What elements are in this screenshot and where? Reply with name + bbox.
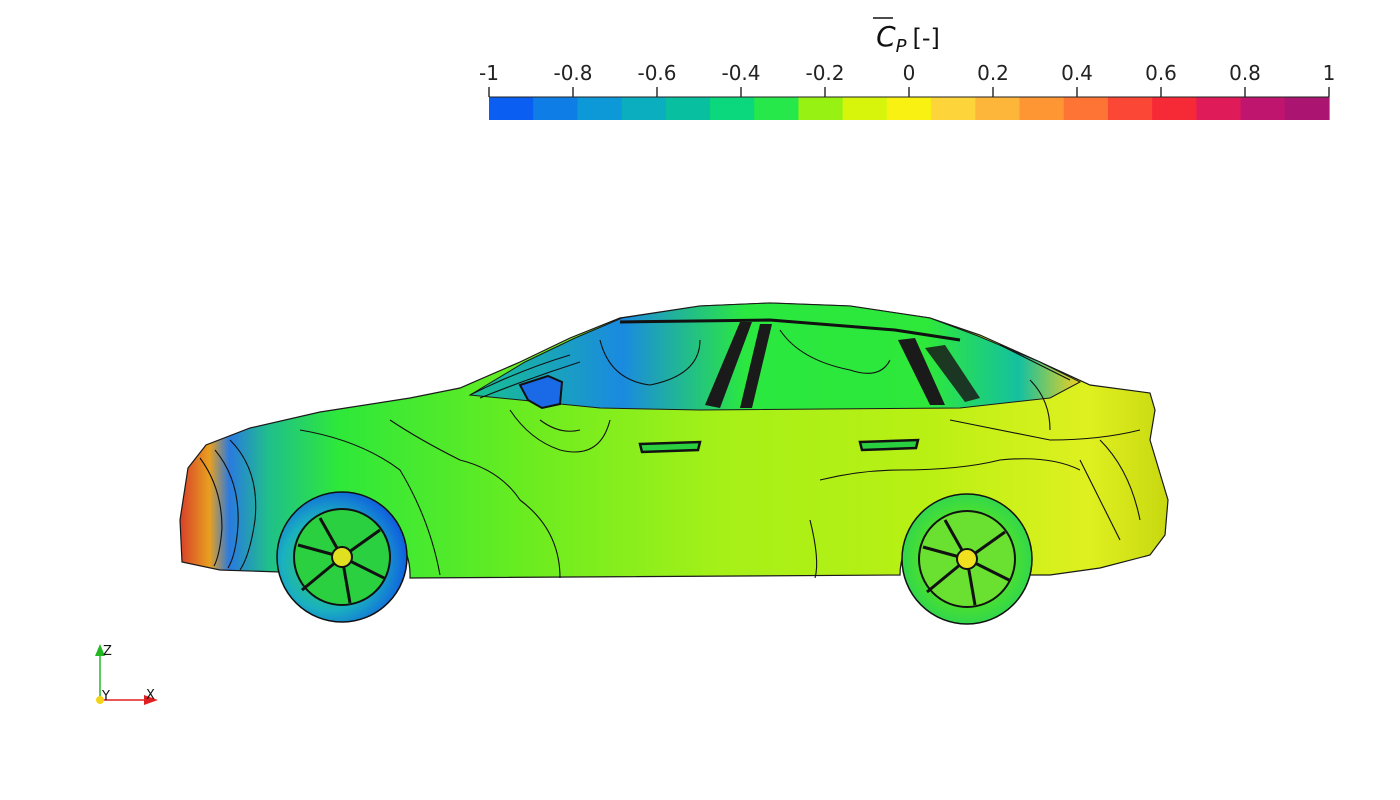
- colorbar-swatch: [842, 97, 888, 120]
- x-axis-arrow: [144, 695, 158, 705]
- window-front: [705, 322, 752, 408]
- colorbar-swatches: [489, 97, 1330, 120]
- colorbar-tick-label: -0.6: [637, 61, 676, 85]
- car-pressure-surface: [179, 302, 1169, 625]
- window-rear: [898, 338, 945, 405]
- roof-line: [619, 318, 961, 342]
- colorbar-tick-label: -0.2: [805, 61, 844, 85]
- colorbar-tick-label: -0.8: [553, 61, 592, 85]
- colorbar-title: CP [-]: [876, 20, 940, 57]
- colorbar-ticks: -1 -0.8 -0.6 -0.4 -0.2 0 0.2 0.4 0.6 0.8 1: [479, 61, 1336, 98]
- colorbar-tick-label: 0.8: [1229, 61, 1261, 85]
- pressure-contour-lines: [199, 329, 1141, 579]
- rear-wheel: [901, 493, 1033, 625]
- colorbar-legend: CP [-] -1 -0.8 -0.6 -0.4 -0.2 0 0.2 0.4 0.6 0.8 1: [479, 17, 1336, 120]
- y-axis-dot: [96, 696, 104, 704]
- colorbar-swatch: [1063, 97, 1109, 120]
- colorbar-tick-label: -0.4: [721, 61, 760, 85]
- z-axis-label: Z: [103, 644, 112, 659]
- colorbar-swatch: [1152, 97, 1197, 120]
- colorbar-swatch: [665, 97, 711, 120]
- colorbar-swatch: [710, 97, 755, 120]
- front-wheel: [276, 491, 408, 623]
- x-axis-label: X: [146, 688, 155, 703]
- colorbar-swatch: [886, 97, 932, 120]
- colorbar-swatch: [1196, 97, 1242, 120]
- colorbar-tick-label: 0.6: [1145, 61, 1177, 85]
- colorbar-swatch: [621, 97, 667, 120]
- colorbar-swatch: [489, 97, 534, 120]
- colorbar-tick-label: 0: [903, 61, 916, 85]
- b-pillar: [740, 324, 772, 408]
- colorbar-swatch: [754, 97, 800, 120]
- colorbar-swatch: [931, 97, 976, 120]
- colorbar-swatch: [1240, 97, 1286, 120]
- colorbar-swatch: [577, 97, 623, 120]
- side-mirror: [518, 374, 564, 410]
- colorbar-swatch: [533, 97, 579, 120]
- orientation-axes-widget: Z Y X: [95, 644, 158, 705]
- colorbar-tick-label: 0.4: [1061, 61, 1093, 85]
- colorbar-tick-label: -1: [479, 61, 499, 85]
- z-axis-arrow: [95, 644, 105, 656]
- colorbar-swatch: [1019, 97, 1065, 120]
- y-axis-label: Y: [101, 689, 110, 704]
- door-handle-front: [638, 440, 702, 454]
- colorbar-swatch: [798, 97, 844, 120]
- colorbar-swatch: [975, 97, 1021, 120]
- colorbar-tick-label: 0.2: [977, 61, 1009, 85]
- colorbar-swatch: [1107, 97, 1153, 120]
- door-handle-rear: [858, 438, 920, 452]
- colorbar-tick-label: 1: [1323, 61, 1336, 85]
- c-pillar: [925, 345, 980, 402]
- colorbar-swatch: [1284, 97, 1330, 120]
